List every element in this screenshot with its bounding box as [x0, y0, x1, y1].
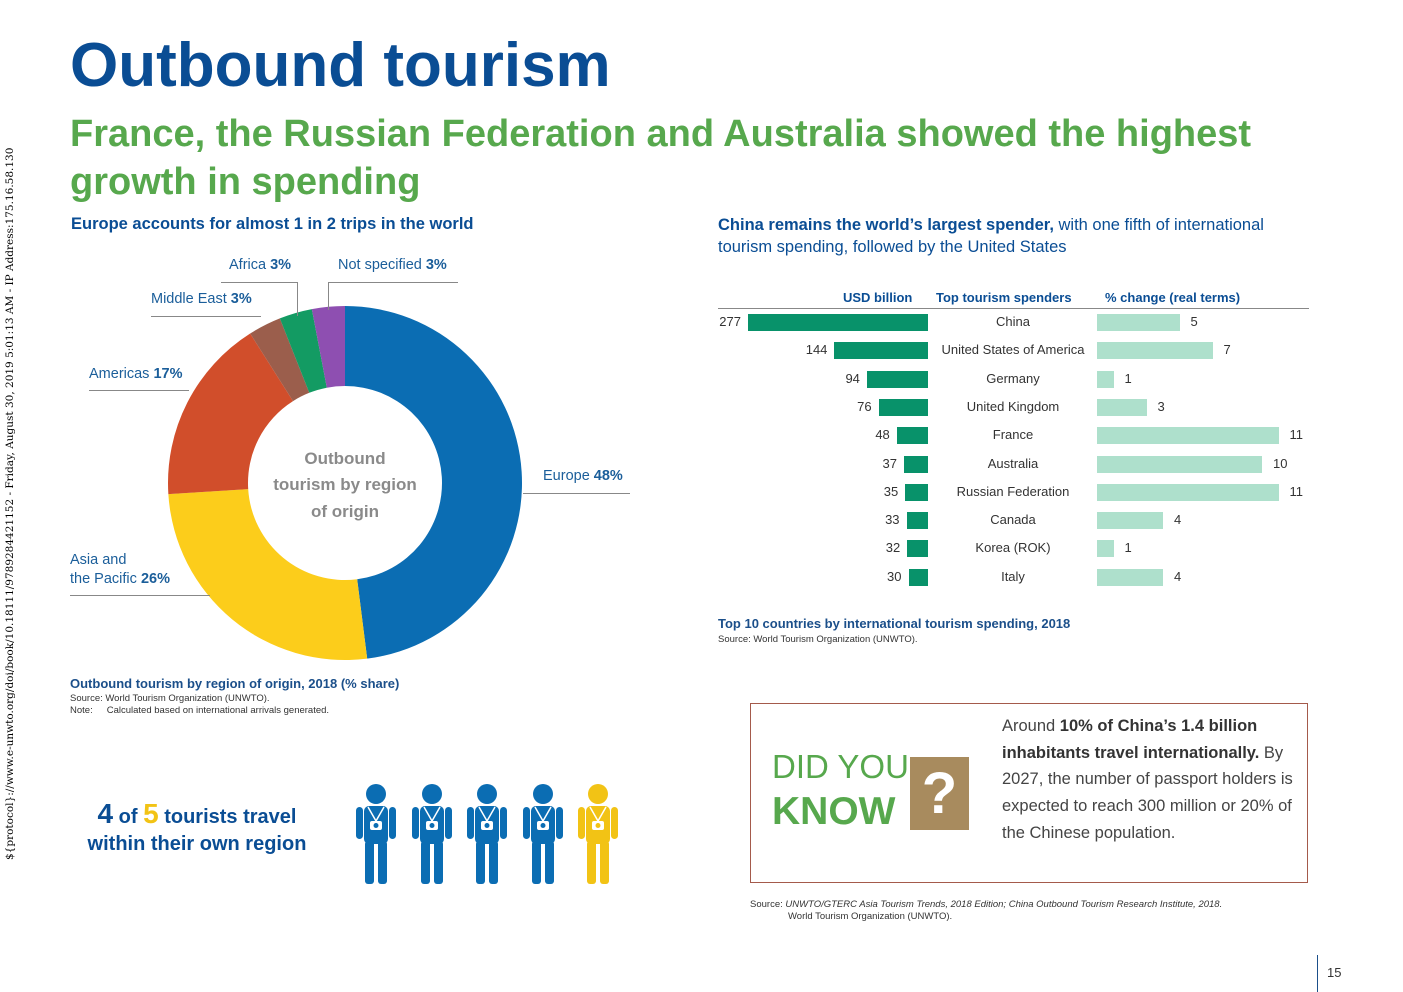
usd-value: 277 [719, 314, 741, 329]
know-label: KNOW [772, 790, 896, 833]
usd-value: 30 [887, 568, 902, 584]
usd-value: 94 [845, 370, 860, 386]
change-value: 7 [1223, 342, 1231, 358]
change-value: 11 [1289, 483, 1304, 499]
did-you-label: DID YOU [772, 748, 909, 785]
usd-value: 48 [875, 427, 890, 443]
spenders-caption: Top 10 countries by international touris… [718, 616, 1071, 631]
country-name: Australia [987, 455, 1039, 471]
change-value: 1 [1124, 370, 1132, 386]
usd-bar [896, 427, 928, 445]
usd-value: 32 [885, 540, 901, 556]
change-bar [1097, 540, 1114, 558]
donut-chart: Outbound tourism by region of origin [168, 306, 522, 661]
usd-value: 33 [885, 512, 900, 528]
donut-slice-americas [168, 333, 294, 495]
change-bar [1097, 427, 1279, 445]
change-bar [1097, 370, 1114, 388]
did-you-know-text: Around 10% of China’s 1.4 billion inhabi… [1002, 717, 1293, 842]
change-bar [1097, 342, 1213, 360]
label-middle-east: Middle East 3% [151, 291, 252, 307]
usd-bar [903, 455, 928, 473]
usd-bar [834, 342, 928, 360]
change-value: 4 [1174, 512, 1182, 528]
spenders-heading: China remains the world’s largest spende… [718, 216, 1264, 256]
change-bar [1097, 398, 1147, 416]
page-number: 15 [1327, 965, 1342, 980]
usd-value: 37 [882, 455, 897, 471]
page-subtitle: France, the Russian Federation and Austr… [70, 113, 1252, 203]
change-value: 3 [1157, 398, 1165, 414]
country-name: Canada [990, 512, 1036, 528]
donut-caption: Outbound tourism by region of origin, 20… [70, 676, 400, 691]
question-mark-icon: ? [910, 757, 969, 830]
usd-bar [866, 370, 928, 388]
tourists-stat: 4 of 5 tourists travel within their own … [87, 798, 307, 856]
donut-center-line-3: of origin [311, 502, 379, 521]
label-asia-pacific: Asia and the Pacific 26% [70, 552, 170, 587]
change-bar [1097, 455, 1262, 473]
usd-bar [907, 540, 928, 558]
donut-slice-middle-east [250, 318, 310, 402]
change-value: 11 [1289, 427, 1304, 443]
usd-bar [878, 398, 928, 416]
tourist-figure-icon [523, 783, 563, 890]
donut-slice-asia-and-the-pacific [168, 489, 368, 661]
donut-center-line-1: Outbound [304, 449, 385, 468]
usd-value: 144 [805, 342, 828, 358]
donut-slice-africa [279, 309, 327, 393]
tourist-figure-icon [578, 783, 618, 890]
country-name: Russian Federation [956, 483, 1070, 499]
tourist-figure-icon [467, 783, 507, 890]
donut-heading: Europe accounts for almost 1 in 2 trips … [71, 215, 474, 233]
col-usd-billion: USD billion [843, 290, 913, 305]
usd-bar [905, 483, 928, 501]
country-name: United Kingdom [966, 398, 1060, 414]
did-you-know-box [750, 703, 1308, 883]
col-percent-change: % change (real terms) [1105, 290, 1241, 305]
change-bar [1097, 512, 1163, 530]
label-africa: Africa 3% [229, 257, 292, 273]
donut-slice-europe [345, 306, 522, 659]
label-americas: Americas 17% [89, 366, 183, 382]
country-name: Korea (ROK) [975, 540, 1051, 556]
usd-value: 35 [883, 483, 899, 499]
donut-slice-not-specified [311, 306, 345, 388]
country-name: Germany [986, 370, 1040, 386]
change-value: 5 [1190, 314, 1198, 329]
spenders-source: Source: World Tourism Organization (UNWT… [718, 634, 918, 645]
country-name: Italy [1001, 568, 1025, 584]
change-bar [1097, 483, 1279, 501]
country-name: France [992, 427, 1034, 443]
donut-source: Source: World Tourism Organization (UNWT… [70, 693, 270, 704]
change-bar [1097, 314, 1180, 331]
usd-bar [748, 314, 928, 331]
label-europe: Europe 48% [543, 468, 623, 484]
page-title: Outbound tourism [70, 31, 611, 100]
label-not-specified: Not specified 3% [338, 257, 447, 273]
donut-note: Note: Calculated based on international a… [70, 705, 330, 716]
usd-bar [906, 512, 928, 530]
col-top-spenders: Top tourism spenders [936, 290, 1072, 305]
change-bar [1097, 568, 1163, 586]
did-you-know-source: Source: UNWTO/GTERC Asia Tourism Trends,… [750, 899, 1223, 922]
usd-value: 76 [857, 398, 872, 414]
tourist-figure-icon [412, 783, 452, 890]
change-value: 4 [1174, 568, 1182, 584]
change-value: 1 [1124, 540, 1132, 556]
country-name: United States of America [941, 342, 1085, 358]
change-value: 10 [1273, 455, 1288, 471]
usd-bar [908, 568, 928, 586]
tourist-figure-icon [356, 783, 396, 890]
country-name: China [996, 314, 1030, 329]
page-separator [1317, 955, 1318, 992]
donut-center-line-2: tourism by region [273, 475, 417, 494]
